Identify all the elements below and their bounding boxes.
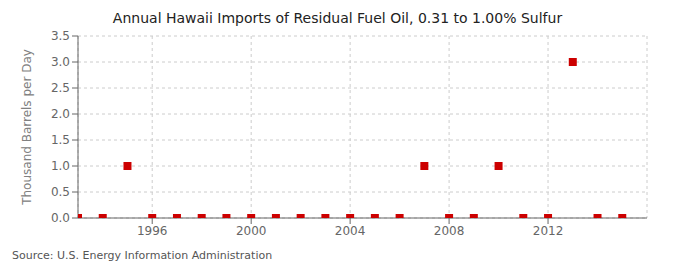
svg-text:0.5: 0.5 [51,185,70,199]
svg-text:Thousand Barrels per Day: Thousand Barrels per Day [20,49,34,206]
svg-text:2.5: 2.5 [51,81,70,95]
html-text:Source: U.S. Energy Informatio: Source: U.S. Energy Information Administ… [12,249,273,262]
svg-text:2.0: 2.0 [51,107,70,121]
svg-text:3.5: 3.5 [51,29,70,43]
svg-text:1996: 1996 [137,224,168,238]
svg-text:2000: 2000 [236,224,267,238]
svg-text:2012: 2012 [533,224,564,238]
svg-text:3.0: 3.0 [51,55,70,69]
svg-text:0.0: 0.0 [51,211,70,225]
svg-text:2004: 2004 [335,224,366,238]
html-text:Annual Hawaii Imports of Resid: Annual Hawaii Imports of Residual Fuel O… [112,10,563,26]
svg-text:2008: 2008 [434,224,465,238]
svg-text:1.0: 1.0 [51,159,70,173]
svg-text:1.5: 1.5 [51,133,70,147]
